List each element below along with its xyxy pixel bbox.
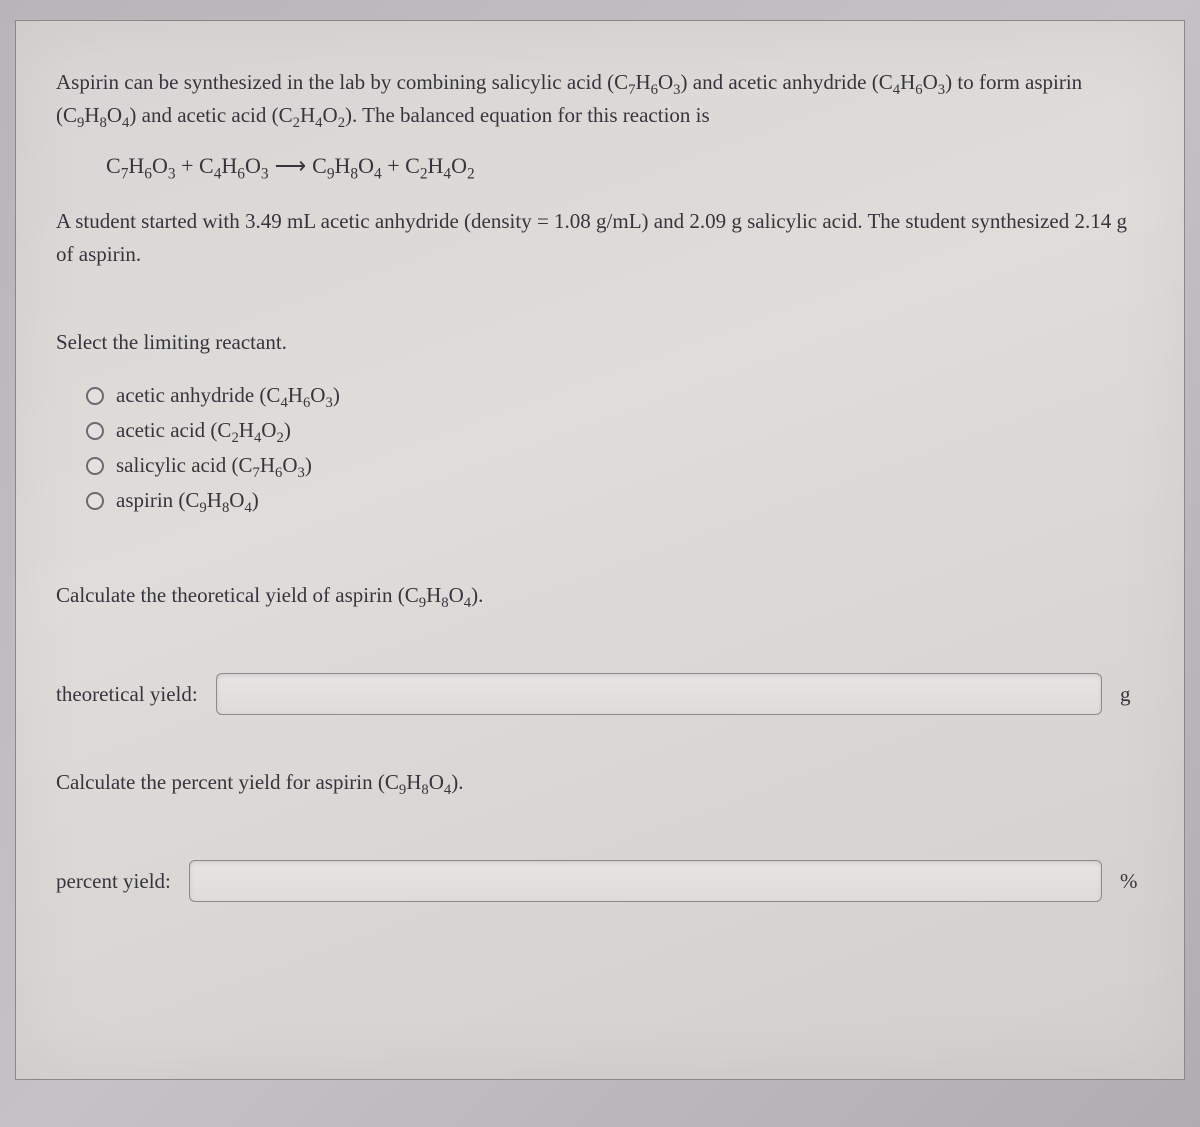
limiting-reactant-prompt: Select the limiting reactant.	[56, 330, 1144, 355]
option-acetic-anhydride[interactable]: acetic anhydride (C4H6O3)	[86, 383, 1144, 408]
aspirin-formula: C9H8O4	[63, 103, 129, 127]
radio-icon[interactable]	[86, 492, 104, 510]
aspirin-formula: C9H8O4	[385, 770, 451, 794]
reactant-1: C7H6O3	[106, 153, 176, 178]
option-acetic-acid[interactable]: acetic acid (C2H4O2)	[86, 418, 1144, 443]
aspirin-mass: 2.14 g	[1074, 209, 1127, 233]
option-salicylic-acid[interactable]: salicylic acid (C7H6O3)	[86, 453, 1144, 478]
percent-yield-prompt: Calculate the percent yield for aspirin …	[56, 770, 1144, 795]
percent-unit: %	[1120, 869, 1144, 894]
theoretical-yield-row: theoretical yield: g	[56, 673, 1144, 715]
plus-sign: +	[382, 153, 405, 178]
acetic-formula: C2H4O2	[279, 103, 345, 127]
limiting-reactant-options: acetic anhydride (C4H6O3) acetic acid (C…	[86, 383, 1144, 513]
radio-icon[interactable]	[86, 457, 104, 475]
reactant-2: C4H6O3	[199, 153, 269, 178]
product-2: C2H4O2	[405, 153, 475, 178]
plus-sign: +	[176, 153, 199, 178]
theoretical-yield-prompt: Calculate the theoretical yield of aspir…	[56, 583, 1144, 608]
option-aspirin[interactable]: aspirin (C9H8O4)	[86, 488, 1144, 513]
theoretical-yield-label: theoretical yield:	[56, 682, 198, 707]
anhydride-volume: 3.49 mL	[245, 209, 315, 233]
anhydride-density: 1.08 g/mL	[554, 209, 642, 233]
option-label: acetic anhydride (C4H6O3)	[116, 383, 340, 408]
product-1: C9H8O4	[312, 153, 382, 178]
percent-yield-input[interactable]	[189, 860, 1102, 902]
question-page: Aspirin can be synthesized in the lab by…	[15, 20, 1185, 1080]
radio-icon[interactable]	[86, 387, 104, 405]
student-data-paragraph: A student started with 3.49 mL acetic an…	[56, 205, 1144, 270]
intro-text: Aspirin can be synthesized in the lab by…	[56, 70, 614, 94]
option-label: salicylic acid (C7H6O3)	[116, 453, 312, 478]
intro-text: ) and acetic acid (	[129, 103, 278, 127]
anhydride-formula: C4H6O3	[879, 70, 945, 94]
balanced-equation: C7H6O3 + C4H6O3⟶C9H8O4 + C2H4O2	[106, 153, 1144, 179]
intro-text: ) and acetic anhydride (	[681, 70, 879, 94]
reaction-arrow-icon: ⟶	[275, 153, 307, 179]
salicylic-formula: C7H6O3	[614, 70, 680, 94]
aspirin-formula: C9H8O4	[405, 583, 471, 607]
theoretical-yield-input[interactable]	[216, 673, 1102, 715]
radio-icon[interactable]	[86, 422, 104, 440]
salicylic-mass: 2.09 g	[689, 209, 742, 233]
percent-yield-label: percent yield:	[56, 869, 171, 894]
grams-unit: g	[1120, 682, 1144, 707]
option-label: aspirin (C9H8O4)	[116, 488, 259, 513]
percent-yield-row: percent yield: %	[56, 860, 1144, 902]
intro-text: ). The balanced equation for this reacti…	[345, 103, 710, 127]
intro-paragraph: Aspirin can be synthesized in the lab by…	[56, 66, 1144, 131]
option-label: acetic acid (C2H4O2)	[116, 418, 291, 443]
